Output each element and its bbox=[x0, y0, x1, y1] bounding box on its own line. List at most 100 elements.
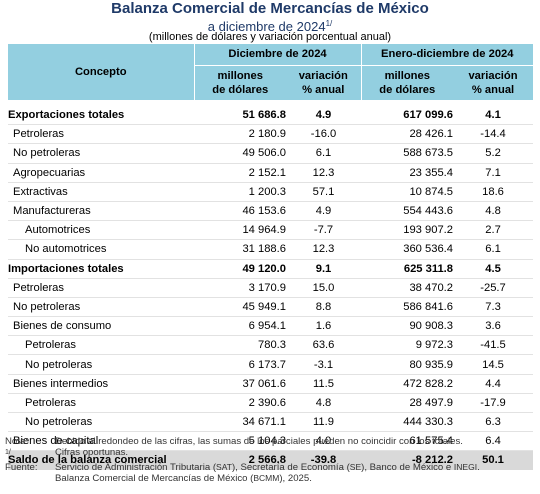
cell-dec-variacion: -7.7 bbox=[313, 224, 334, 237]
row-label: Importaciones totales bbox=[8, 262, 124, 275]
cell-dec-variacion: 63.6 bbox=[312, 339, 335, 352]
cell-ene-variacion: 5.2 bbox=[485, 147, 501, 160]
row-label: Saldo de la balanza comercial bbox=[8, 450, 194, 470]
header-spacer bbox=[8, 100, 534, 106]
cell-ene-millones: 360 536.4 bbox=[403, 243, 454, 256]
row-label: Petroleras bbox=[25, 396, 76, 409]
cell-ene-variacion: 6.1 bbox=[485, 243, 501, 256]
cell-ene-millones: 625 311.8 bbox=[403, 262, 454, 275]
note-footnote-text: Cifras oportunas. bbox=[55, 447, 129, 459]
cell-dec-variacion: 9.1 bbox=[315, 262, 332, 275]
cell-ene-variacion: 7.1 bbox=[485, 166, 501, 179]
table-row: Agropecuarias 2 152.1 12.3 23 355.4 7.1 bbox=[8, 163, 534, 183]
cell-ene-millones: 588 673.5 bbox=[403, 147, 454, 160]
cell-ene-millones: 23 355.4 bbox=[409, 166, 454, 179]
source-abbr-bcmm: BCMM bbox=[253, 472, 280, 483]
note-footnote-mark: 1/ bbox=[5, 449, 11, 457]
cell-ene-variacion: 18.6 bbox=[482, 185, 504, 198]
row-label: No petroleras bbox=[13, 300, 81, 313]
row-label: No petroleras bbox=[13, 147, 81, 160]
cell-dec-millones: 2 566.8 bbox=[194, 450, 286, 470]
source-text: Servicio de Administración Tributaria (S… bbox=[55, 462, 535, 473]
cell-dec-millones: 14 964.9 bbox=[242, 224, 286, 237]
cell-dec-millones: 51 686.8 bbox=[242, 109, 286, 122]
cell-dec-millones: 46 153.6 bbox=[242, 205, 286, 218]
row-label: Manufactureras bbox=[13, 205, 91, 218]
table-row: No petroleras 6 173.7 -3.1 80 935.9 14.5 bbox=[8, 355, 534, 375]
source-text-line2: Balanza Comercial de Mercancías de Méxic… bbox=[55, 473, 535, 484]
table-row: Bienes de consumo 6 954.1 1.6 90 908.3 3.6 bbox=[8, 317, 534, 336]
source-abbr-sat: SAT bbox=[216, 461, 232, 472]
cell-dec-millones: 1 200.3 bbox=[248, 185, 286, 198]
cell-dec-millones: 2 180.9 bbox=[248, 128, 286, 141]
header-concepto: Concepto bbox=[8, 44, 195, 100]
note-preliminary: 1/ Cifras oportunas. bbox=[5, 447, 535, 461]
cell-ene-variacion: 4.5 bbox=[485, 262, 501, 275]
cell-ene-variacion: 4.8 bbox=[485, 205, 501, 218]
cell-dec-millones: 45 949.1 bbox=[242, 300, 286, 313]
cell-dec-variacion: -39.8 bbox=[286, 450, 362, 470]
cell-ene-millones: 61 575.4 bbox=[409, 435, 454, 448]
cell-dec-variacion: 15.0 bbox=[312, 281, 335, 294]
cell-ene-variacion: -25.7 bbox=[480, 281, 506, 294]
table-row: Bienes intermedios 37 061.6 11.5 472 828.2 4… bbox=[8, 374, 534, 394]
cell-dec-variacion: 4.0 bbox=[315, 435, 332, 448]
cell-ene-millones: 28 426.1 bbox=[409, 128, 454, 141]
source-part: Servicio de Administración Tributaria ( bbox=[55, 461, 217, 473]
cell-ene-variacion: 7.3 bbox=[485, 300, 501, 313]
header-ene-variacion: variación % anual bbox=[453, 65, 534, 100]
cell-ene-variacion: 50.1 bbox=[453, 450, 534, 470]
cell-ene-variacion: 3.6 bbox=[485, 320, 501, 333]
source-part: Balanza Comercial de Mercancías de Méxic… bbox=[55, 472, 254, 484]
cell-dec-variacion: 12.3 bbox=[312, 166, 335, 179]
header-dec-millones: millones de dólares bbox=[194, 65, 286, 100]
cell-dec-variacion: -16.0 bbox=[310, 128, 337, 141]
row-label: Bienes intermedios bbox=[13, 377, 109, 390]
row-label: No automotrices bbox=[25, 243, 107, 256]
cell-dec-variacion: 8.8 bbox=[315, 300, 332, 313]
source-key: Fuente: bbox=[5, 461, 38, 473]
header-group-diciembre: Diciembre de 2024 bbox=[194, 44, 362, 66]
source-abbr-se: SE bbox=[349, 461, 362, 472]
footnotes: Nota: Debido al redondeo de las cifras, … bbox=[5, 436, 535, 484]
source-part: ), Banco de México e bbox=[361, 461, 454, 473]
cell-ene-variacion: 6.3 bbox=[485, 416, 501, 429]
cell-dec-variacion: 11.9 bbox=[313, 416, 334, 429]
row-label: Extractivas bbox=[13, 185, 68, 198]
cell-dec-millones: 6 954.1 bbox=[248, 320, 286, 333]
cell-dec-millones: 6 173.7 bbox=[248, 358, 286, 371]
cell-dec-millones: 34 671.1 bbox=[242, 416, 286, 429]
cell-ene-millones: 444 330.3 bbox=[403, 416, 454, 429]
cell-dec-millones: 37 061.6 bbox=[242, 377, 286, 390]
table-row: Automotrices 14 964.9 -7.7 193 907.2 2.7 bbox=[8, 221, 534, 240]
page-title: Balanza Comercial de Mercancías de Méxic… bbox=[111, 0, 429, 17]
row-label: Petroleras bbox=[13, 281, 64, 294]
cell-dec-variacion: 6.1 bbox=[315, 147, 332, 160]
table-row: No petroleras 45 949.1 8.8 586 841.6 7.3 bbox=[8, 297, 534, 317]
note-key: Nota: bbox=[5, 436, 28, 447]
page-subtitle: a diciembre de 20241/ bbox=[0, 16, 540, 34]
cell-ene-millones: 193 907.2 bbox=[403, 224, 454, 237]
note-key-blank bbox=[5, 473, 55, 484]
header-dec-variacion: variación % anual bbox=[286, 65, 362, 100]
table-row: Petroleras 2 390.6 4.8 28 497.9 -17.9 bbox=[8, 393, 534, 413]
cell-ene-millones: 10 874.5 bbox=[409, 185, 454, 198]
cell-dec-millones: 31 188.6 bbox=[242, 243, 286, 256]
note-rounding: Nota: Debido al redondeo de las cifras, … bbox=[5, 436, 535, 447]
row-label: Petroleras bbox=[13, 128, 64, 141]
cell-ene-variacion: 4.4 bbox=[485, 377, 501, 390]
row-label: Bienes de consumo bbox=[13, 320, 112, 333]
row-label: Agropecuarias bbox=[13, 166, 86, 179]
cell-dec-variacion: 11.5 bbox=[313, 377, 334, 390]
subtitle-footnote-mark: 1/ bbox=[325, 19, 333, 28]
cell-ene-millones: 617 099.6 bbox=[403, 109, 454, 122]
cell-ene-variacion: 14.5 bbox=[482, 358, 504, 371]
cell-dec-variacion: 1.6 bbox=[315, 320, 332, 333]
cell-dec-millones: 2 152.1 bbox=[248, 166, 286, 179]
cell-dec-variacion: 57.1 bbox=[312, 185, 335, 198]
row-label: Exportaciones totales bbox=[8, 109, 125, 122]
cell-dec-variacion: 4.9 bbox=[315, 109, 332, 122]
table-row: Importaciones totales 49 120.0 9.1 625 311.… bbox=[8, 259, 534, 279]
cell-ene-variacion: -14.4 bbox=[480, 128, 506, 141]
